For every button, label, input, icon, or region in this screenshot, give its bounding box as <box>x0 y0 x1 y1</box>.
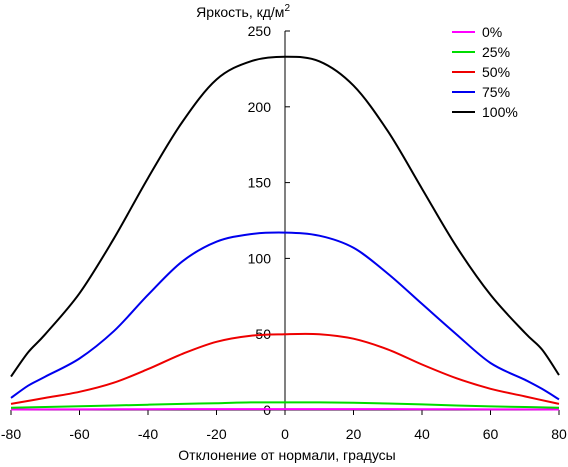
y-axis-title: Яркость, кд/м2 <box>196 3 290 20</box>
x-tick-label: -20 <box>206 426 226 442</box>
y-tick-label: 200 <box>248 99 272 115</box>
x-tick-label: -80 <box>1 426 21 442</box>
series-line-100pct <box>10 55 560 378</box>
y-tick-label: 100 <box>248 250 272 266</box>
legend: 0% 25% 50% 75% 100% <box>452 24 518 120</box>
legend-label: 50% <box>482 64 510 80</box>
x-axis: -80 -60 -40 -20 0 20 40 60 80 <box>1 409 567 442</box>
x-tick-label: 60 <box>483 426 499 442</box>
legend-label: 75% <box>482 84 510 100</box>
series-line-50pct <box>10 332 560 405</box>
series-line-75pct <box>10 231 560 401</box>
x-axis-title: Отклонение от нормали, градусы <box>178 447 395 463</box>
legend-label: 100% <box>482 104 518 120</box>
x-tick-label: -40 <box>138 426 158 442</box>
y-tick-label: 250 <box>248 23 272 39</box>
series-line-25pct <box>10 401 560 409</box>
series-layer <box>10 55 560 411</box>
legend-label: 0% <box>482 24 502 40</box>
x-tick-label: -60 <box>69 426 89 442</box>
y-tick-label: 150 <box>248 175 272 191</box>
x-tick-label: 40 <box>414 426 430 442</box>
x-tick-label: 0 <box>281 426 289 442</box>
x-tick-label: 80 <box>551 426 567 442</box>
x-tick-label: 20 <box>346 426 362 442</box>
legend-label: 25% <box>482 44 510 60</box>
